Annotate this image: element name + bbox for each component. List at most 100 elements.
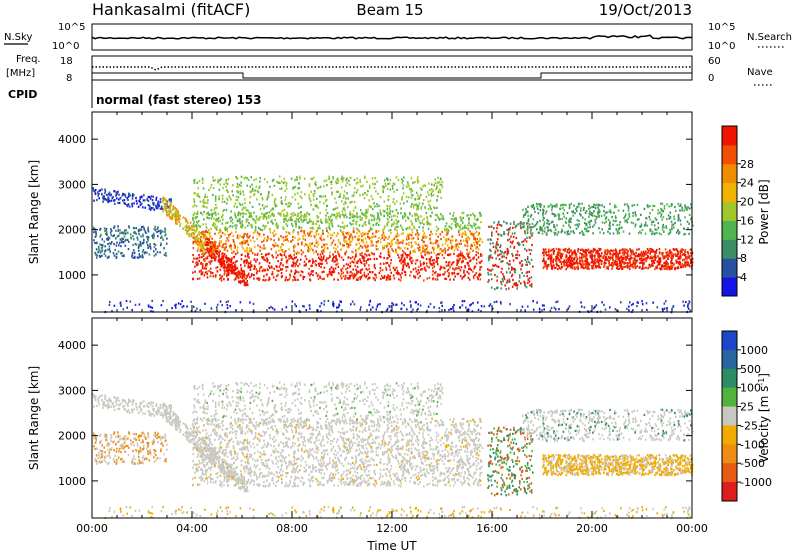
power-pixel-3440 (249, 195, 252, 198)
power-pixel-4756 (588, 251, 590, 254)
power-pixel-3371 (387, 195, 390, 198)
power-pixel-3780 (494, 245, 497, 248)
power-pixel-3104 (312, 195, 315, 198)
power-pixel-20 (112, 235, 114, 238)
power-pixel-4704 (603, 265, 605, 268)
power-pixel-1802 (441, 217, 443, 220)
power-pixel-2434 (430, 251, 433, 254)
power-pixel-1642 (389, 212, 391, 215)
power-pixel-2779 (275, 265, 278, 268)
power-pixel-3507 (337, 177, 339, 180)
power-pixel-1224 (304, 255, 307, 258)
power-pixel-560 (196, 238, 199, 241)
power-pixel-1261 (476, 238, 478, 241)
power-pixel-309 (147, 204, 150, 207)
power-pixel-4666 (601, 256, 604, 259)
power-pixel-3448 (325, 199, 327, 203)
power-pixel-2552 (330, 221, 333, 224)
power-pixel-580 (223, 253, 226, 256)
nsearch-tick-bottom: 10^0 (708, 41, 735, 52)
power-pixel-4690 (643, 259, 645, 262)
power-pixel-3118 (332, 176, 334, 179)
power-pixel-2002 (323, 247, 326, 250)
power-pixel-15 (97, 245, 100, 249)
power-pixel-4794 (594, 261, 597, 264)
power-pixel-358 (131, 202, 133, 205)
power-pixel-2079 (447, 261, 450, 264)
power-pixel-4538 (599, 259, 601, 262)
power-pixel-4960 (657, 226, 660, 229)
power-pixel-2160 (192, 240, 194, 244)
power-pixel-1396 (235, 230, 237, 233)
power-pixel-649 (245, 277, 247, 280)
power-pixel-2285 (272, 256, 274, 259)
power-pixel-1123 (291, 238, 294, 241)
power-pixel-1838 (233, 268, 236, 271)
power-pixel-2078 (281, 268, 284, 271)
power-pixel-1909 (209, 236, 211, 239)
power-pixel-475 (187, 221, 189, 225)
power-pixel-336 (98, 197, 100, 200)
power-pixel-3516 (400, 212, 402, 215)
power-pixel-2711 (196, 260, 198, 263)
power-pixel-4877 (622, 209, 625, 212)
power-pixel-2763 (319, 237, 321, 240)
power-pixel-2910 (194, 224, 197, 227)
power-pixel-1461 (269, 215, 272, 218)
power-pixel-3150 (401, 181, 403, 184)
power-pixel-1982 (224, 229, 227, 232)
power-pixel-3731 (528, 280, 531, 283)
power-pixel-3411 (243, 198, 246, 201)
power-pixel-2973 (359, 252, 361, 256)
power-pixel-22 (153, 246, 156, 249)
power-pixel-4243 (619, 249, 621, 252)
power-pixel-3919 (525, 249, 528, 252)
power-pixel-4434 (604, 258, 606, 262)
power-pixel-3818 (500, 252, 503, 255)
power-pixel-2110 (292, 245, 295, 248)
power-pixel-4369 (564, 248, 567, 251)
power-pixel-1895 (292, 279, 294, 282)
power-pixel-3499 (196, 194, 198, 197)
power-pixel-1545 (204, 240, 207, 243)
power-pixel-2894 (335, 263, 337, 266)
power-pixel-83 (133, 249, 135, 252)
power-pixel-2900 (204, 230, 206, 233)
power-pixel-4707 (614, 248, 617, 251)
power-pixel-396 (102, 195, 105, 198)
power-pixel-1777 (415, 233, 417, 236)
power-pixel-1550 (404, 215, 406, 218)
power-pixel-2139 (193, 220, 195, 223)
power-pixel-236 (95, 242, 98, 245)
power-pixel-4179 (585, 263, 588, 266)
power-pixel-3116 (348, 183, 351, 186)
power-pixel-835 (220, 258, 223, 261)
power-pixel-2440 (439, 248, 441, 251)
power-pixel-3791 (521, 240, 523, 243)
power-pixel-1817 (335, 256, 337, 259)
power-pixel-4443 (665, 251, 667, 254)
power-pixel-2145 (193, 226, 195, 229)
power-pixel-3160 (212, 187, 215, 190)
power-pixel-1337 (318, 264, 320, 267)
power-pixel-2084 (464, 265, 466, 268)
power-pixel-2260 (355, 255, 358, 258)
power-pixel-2925 (211, 242, 214, 245)
power-pixel-3106 (303, 177, 306, 180)
power-pixel-1399 (349, 277, 351, 280)
power-pixel-3831 (499, 245, 501, 249)
power-pixel-631 (168, 204, 171, 207)
power-pixel-1839 (208, 217, 210, 220)
power-pixel-4776 (636, 248, 638, 251)
power-pixel-378 (105, 198, 108, 201)
power-pixel-792 (169, 211, 171, 214)
power-pixel-4303 (587, 265, 589, 268)
power-pixel-1670 (380, 277, 382, 280)
power-pixel-3684 (391, 185, 394, 188)
power-pixel-1931 (379, 241, 382, 244)
power-pixel-2191 (209, 252, 212, 255)
power-pixel-1447 (273, 234, 275, 237)
power-pixel-2613 (267, 235, 269, 238)
power-pixel-4047 (600, 254, 602, 257)
power-pixel-3013 (218, 249, 220, 252)
